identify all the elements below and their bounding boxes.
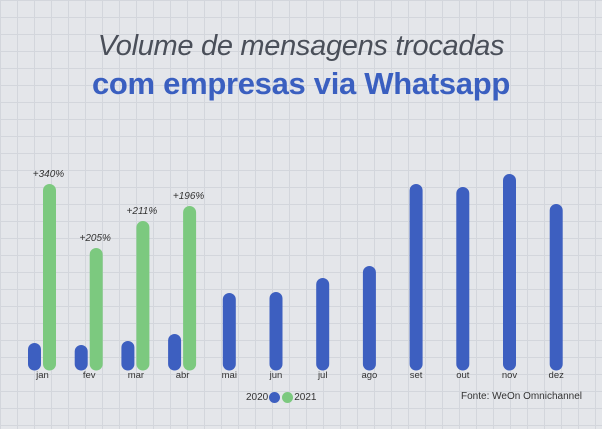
bar-2021-jan <box>43 184 56 371</box>
bar-2021-mar <box>136 221 150 371</box>
x-tick-label-mai: mai <box>222 370 237 381</box>
chart-title-line2: com empresas via Whatsapp <box>91 66 511 101</box>
x-tick-label-nov: nov <box>502 370 518 381</box>
x-tick-label-dez: dez <box>549 370 565 381</box>
legend-swatch-2021 <box>282 391 294 403</box>
bar-2020-jan <box>28 343 41 371</box>
legend-label-2020: 2020 <box>246 391 269 403</box>
annotation-jan: +340% <box>33 169 65 180</box>
x-tick-label-out: out <box>456 370 470 381</box>
bar-2020-abr <box>168 334 182 371</box>
annotation-abr: +196% <box>173 191 205 202</box>
bar-2021-fev <box>89 248 103 371</box>
x-tick-label-jul: jul <box>317 370 328 381</box>
source-note: Fonte: WeOn Omnichannel <box>461 391 582 402</box>
chart-title-line1: Volume de mensagens trocadas <box>97 30 505 62</box>
legend: 2020 2021 <box>246 389 317 405</box>
bar-2020-nov <box>503 174 516 371</box>
x-tick-label-abr: abr <box>176 370 190 381</box>
annotation-fev: +205% <box>79 233 111 244</box>
bar-2020-set <box>409 184 423 371</box>
legend-swatch-2020 <box>269 391 281 403</box>
x-tick-label-jun: jun <box>269 370 283 381</box>
bar-2020-jul <box>316 278 330 371</box>
annotation-mar: +211% <box>127 206 158 217</box>
bar-2020-ago <box>362 266 376 371</box>
bar-2020-dez <box>549 204 563 371</box>
bar-2020-mar <box>121 341 135 371</box>
x-tick-label-mar: mar <box>128 370 144 381</box>
bar-2020-out <box>456 187 470 371</box>
bar-2021-abr <box>183 206 197 371</box>
x-tick-label-set: set <box>410 370 423 381</box>
bar-2020-jun <box>269 292 283 371</box>
bar-2020-fev <box>74 345 88 371</box>
x-tick-label-ago: ago <box>361 370 377 381</box>
legend-label-2021: 2021 <box>294 391 317 403</box>
x-tick-label-fev: fev <box>83 370 96 381</box>
bar-2020-mai <box>222 293 236 371</box>
x-tick-label-jan: jan <box>35 370 49 381</box>
